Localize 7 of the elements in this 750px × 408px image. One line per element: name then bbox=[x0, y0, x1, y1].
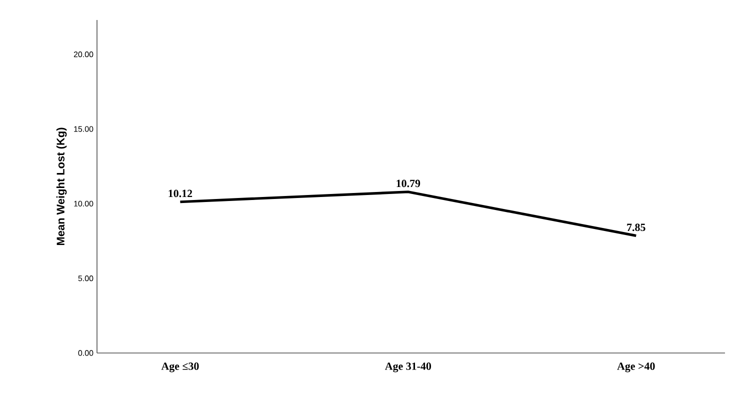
data-label: 10.79 bbox=[396, 180, 420, 188]
x-tick-label: Age 31-40 bbox=[384, 362, 432, 372]
x-tick-label: Age ≤30 bbox=[161, 362, 199, 372]
x-tick-label: Age >40 bbox=[617, 362, 655, 372]
data-label: 10.12 bbox=[168, 190, 192, 198]
y-axis-title: Mean Weight Lost (Kg) bbox=[56, 128, 67, 246]
data-label: 7.85 bbox=[627, 224, 646, 232]
